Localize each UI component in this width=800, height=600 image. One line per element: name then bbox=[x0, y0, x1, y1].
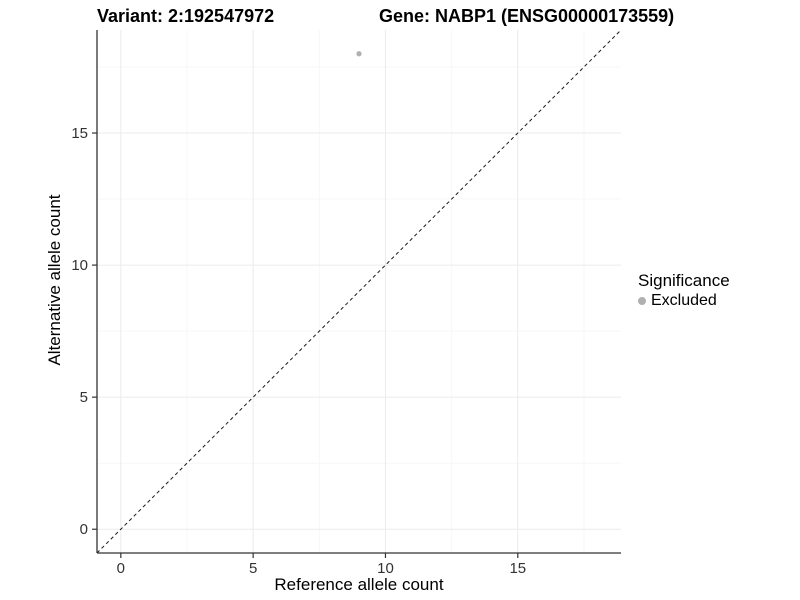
y-tick-label: 0 bbox=[80, 521, 88, 538]
identity-line bbox=[96, 29, 622, 554]
y-tick-label: 15 bbox=[71, 125, 88, 142]
x-tick-label: 0 bbox=[117, 560, 125, 577]
gene-title: Gene: NABP1 (ENSG00000173559) bbox=[379, 6, 675, 26]
data-point bbox=[356, 51, 362, 57]
variant-title: Variant: 2:192547972 bbox=[97, 6, 275, 26]
x-tick-label: 10 bbox=[377, 560, 394, 577]
legend-item-excluded: Excluded bbox=[638, 292, 730, 310]
legend: Significance Excluded bbox=[638, 271, 730, 310]
legend-point-swatch-icon bbox=[638, 297, 646, 305]
x-tick-label: 5 bbox=[249, 560, 257, 577]
legend-item-label: Excluded bbox=[651, 292, 717, 309]
y-tick-label: 10 bbox=[71, 257, 88, 274]
y-tick-label: 5 bbox=[80, 389, 88, 406]
x-axis-title: Reference allele count bbox=[274, 575, 444, 594]
x-tick-label: 15 bbox=[509, 560, 526, 577]
legend-title: Significance bbox=[638, 271, 730, 290]
